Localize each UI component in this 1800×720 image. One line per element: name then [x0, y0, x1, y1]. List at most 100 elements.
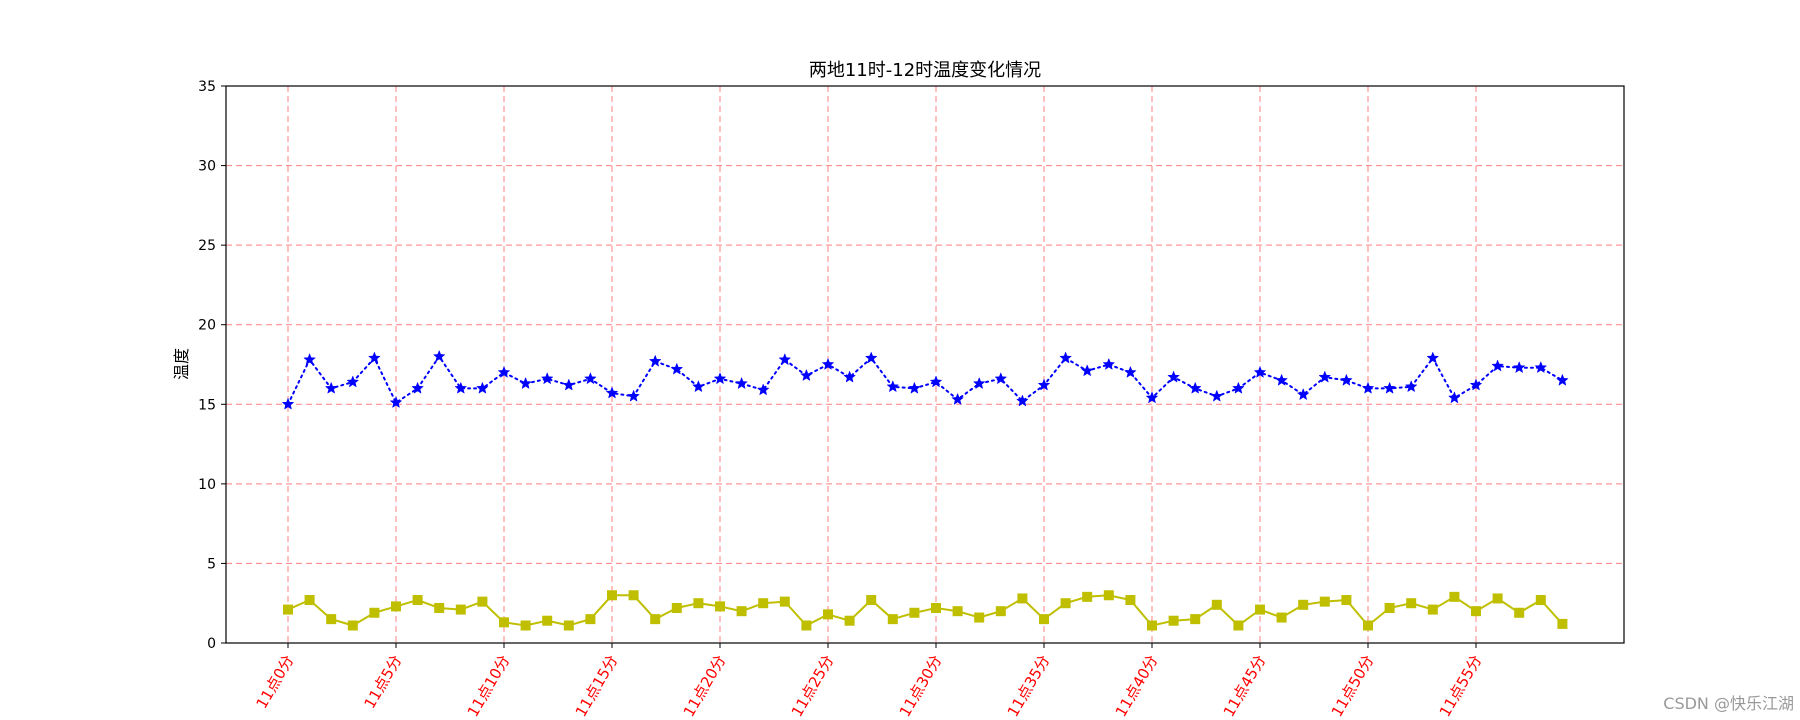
x-tick-label: 11点30分 — [896, 652, 946, 720]
x-tick-label: 11点55分 — [1436, 652, 1486, 720]
data-point — [887, 614, 898, 625]
data-point — [326, 614, 337, 625]
data-point — [368, 351, 381, 364]
data-point — [801, 620, 812, 631]
y-tick-label: 0 — [207, 636, 216, 652]
x-tick-label: 11点50分 — [1328, 652, 1378, 720]
data-point — [607, 590, 617, 601]
data-point — [909, 607, 920, 618]
plot-frame — [225, 85, 1625, 644]
data-point — [1037, 378, 1051, 391]
x-axis: 11点0分 11点5分 11点10分 11点15分 11点20分 11点25分 11点30分… — [253, 643, 1486, 720]
data-point — [758, 598, 769, 609]
data-point — [1491, 359, 1504, 372]
data-point — [346, 375, 360, 388]
data-point — [1211, 599, 1222, 610]
y-axis-label: 温度 — [172, 348, 191, 380]
data-point — [1080, 364, 1094, 377]
data-point — [1296, 388, 1310, 401]
data-point — [1535, 595, 1546, 606]
x-tick-label: 11点5分 — [361, 652, 406, 712]
data-point — [715, 601, 725, 612]
data-point — [994, 372, 1008, 385]
data-point — [499, 617, 509, 628]
data-point — [1082, 591, 1093, 602]
data-point — [1514, 607, 1525, 618]
chart-title: 两地11时-12时温度变化情况 — [809, 60, 1041, 81]
data-point — [1427, 604, 1438, 615]
data-point — [324, 381, 338, 394]
data-point — [671, 602, 682, 613]
data-point — [1383, 381, 1396, 394]
data-point — [540, 372, 554, 385]
x-tick-label: 11点45分 — [1220, 652, 1270, 720]
data-point — [1168, 615, 1179, 626]
data-point — [1125, 595, 1136, 606]
x-tick-label: 11点35分 — [1004, 652, 1054, 720]
data-point — [628, 590, 639, 601]
data-point — [1276, 612, 1287, 623]
data-point — [303, 353, 316, 366]
data-point — [1233, 620, 1244, 631]
data-point — [519, 376, 532, 390]
data-point — [1124, 365, 1137, 378]
data-point — [929, 375, 943, 388]
data-point — [843, 370, 856, 383]
data-point — [995, 606, 1006, 617]
data-point — [432, 349, 446, 362]
data-point — [1275, 373, 1288, 386]
data-point — [1340, 373, 1353, 386]
data-point — [1190, 614, 1201, 625]
data-point — [1404, 380, 1418, 393]
data-point — [779, 596, 790, 607]
data-point — [1363, 620, 1373, 631]
data-point — [1016, 394, 1029, 407]
data-point — [347, 620, 358, 631]
y-tick-label: 15 — [198, 397, 216, 413]
data-point — [821, 357, 835, 370]
data-point — [476, 381, 489, 394]
data-point — [1232, 381, 1245, 394]
data-point — [304, 595, 315, 606]
data-point — [1556, 373, 1569, 386]
data-point — [1492, 593, 1503, 604]
data-point — [389, 396, 403, 409]
data-point — [1147, 620, 1157, 631]
data-point — [584, 372, 597, 385]
data-point — [1255, 604, 1265, 615]
data-point — [411, 381, 424, 394]
data-point — [1059, 351, 1072, 364]
x-tick-label: 11点25分 — [788, 652, 838, 720]
data-point — [1449, 591, 1460, 602]
data-point — [1102, 357, 1116, 370]
data-point — [1469, 378, 1483, 391]
data-point — [281, 397, 295, 410]
data-point — [283, 604, 293, 615]
data-point — [1384, 602, 1395, 613]
data-point — [1406, 598, 1417, 609]
data-point — [1017, 593, 1028, 604]
y-axis: 0 5 10 15 20 25 30 35 — [198, 79, 226, 652]
data-point — [823, 609, 833, 620]
data-point — [736, 606, 747, 617]
data-point — [650, 614, 661, 625]
y-tick-label: 30 — [198, 159, 216, 175]
data-point — [1471, 606, 1481, 617]
data-point — [542, 615, 553, 626]
data-point — [1210, 389, 1224, 402]
data-point — [520, 620, 531, 631]
x-tick-label: 11点10分 — [464, 652, 514, 720]
data-point — [886, 380, 900, 393]
data-point — [1167, 370, 1180, 383]
y-tick-label: 20 — [198, 318, 216, 334]
series-0-line — [287, 354, 1564, 406]
watermark: CSDN @快乐江湖 — [1663, 694, 1794, 713]
data-point — [605, 386, 619, 399]
data-point — [412, 595, 423, 606]
data-point — [1534, 361, 1548, 374]
data-point — [455, 604, 466, 615]
data-point — [800, 368, 813, 382]
data-point — [1341, 595, 1352, 606]
data-point — [1448, 391, 1461, 404]
